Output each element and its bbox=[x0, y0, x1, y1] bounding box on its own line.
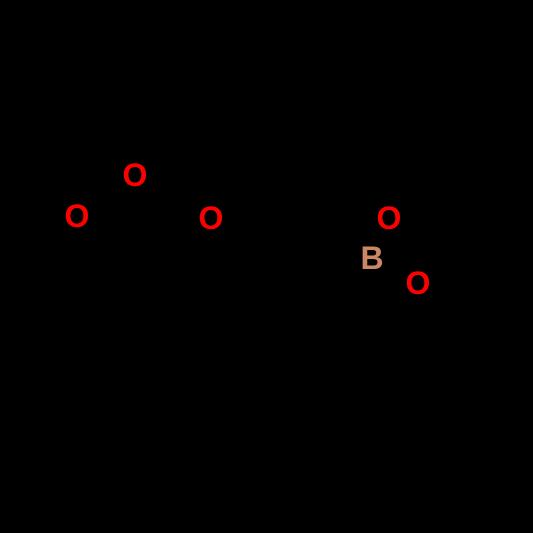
molecule-diagram: O O O O O B bbox=[0, 0, 533, 533]
atom-boron: B bbox=[360, 240, 383, 276]
background bbox=[0, 0, 533, 533]
atom-oxygen-4: O bbox=[377, 200, 402, 236]
atom-oxygen-1: O bbox=[65, 198, 90, 234]
atom-oxygen-2: O bbox=[123, 157, 148, 193]
atom-oxygen-5: O bbox=[406, 265, 431, 301]
atom-oxygen-3: O bbox=[199, 200, 224, 236]
